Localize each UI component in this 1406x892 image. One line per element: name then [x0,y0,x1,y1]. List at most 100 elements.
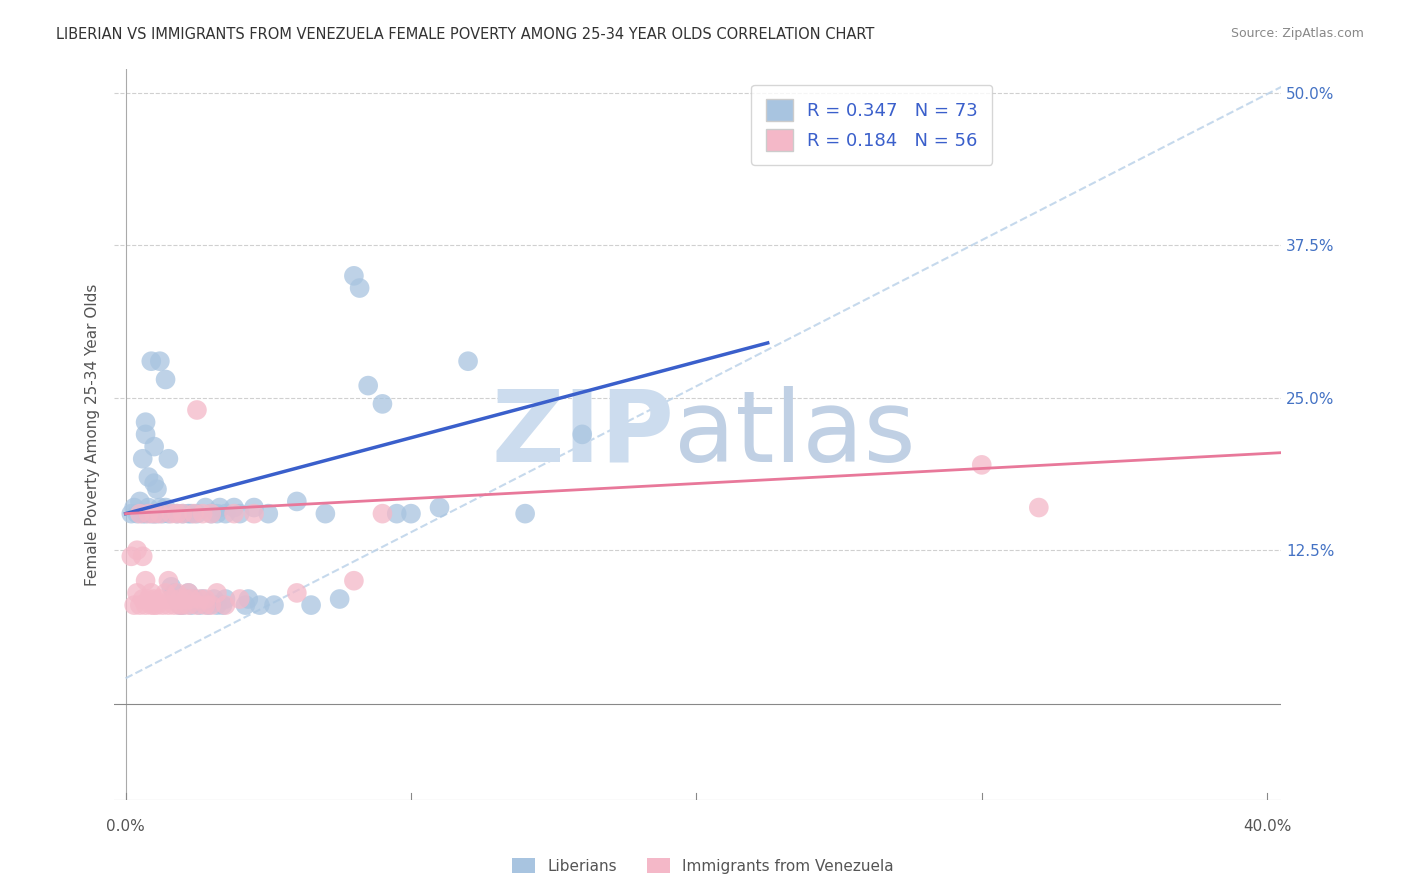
Point [211,598,233,612]
Point [200,598,222,612]
Legend: R = 0.347   N = 73, R = 0.184   N = 56: R = 0.347 N = 73, R = 0.184 N = 56 [751,85,993,165]
Text: Source: ZipAtlas.com: Source: ZipAtlas.com [1230,27,1364,40]
Point [180,598,202,612]
Point [135,507,157,521]
Point [174,592,197,607]
Point [243,507,266,521]
Point [194,500,217,515]
Point [143,507,166,521]
Point [202,592,225,607]
Point [285,586,308,600]
Point [172,507,194,521]
Point [128,507,150,521]
Point [146,507,169,521]
Point [177,507,200,521]
Point [214,507,236,521]
Point [125,507,148,521]
Point [155,372,177,386]
Legend: Liberians, Immigrants from Venezuela: Liberians, Immigrants from Venezuela [506,852,900,880]
Point [399,507,422,521]
Point [157,598,180,612]
Point [343,268,366,283]
Text: ZIP: ZIP [492,386,675,483]
Point [135,415,157,429]
Text: 40.0%: 40.0% [1243,819,1291,833]
Point [285,494,308,508]
Point [197,598,219,612]
Point [138,500,160,515]
Point [138,470,160,484]
Point [120,507,142,521]
Point [513,507,536,521]
Point [243,500,266,515]
Point [194,598,217,612]
Point [188,598,211,612]
Text: LIBERIAN VS IMMIGRANTS FROM VENEZUELA FEMALE POVERTY AMONG 25-34 YEAR OLDS CORRE: LIBERIAN VS IMMIGRANTS FROM VENEZUELA FE… [56,27,875,42]
Point [169,598,191,612]
Point [132,451,155,466]
Point [135,598,157,612]
Point [257,507,280,521]
Point [135,427,157,442]
Point [141,354,163,368]
Point [238,592,260,607]
Point [160,592,183,607]
Point [157,507,180,521]
Text: 0.0%: 0.0% [107,819,145,833]
Point [166,586,188,600]
Point [149,354,172,368]
Point [141,586,163,600]
Point [371,507,394,521]
Point [571,427,593,442]
Point [132,592,155,607]
Point [149,500,172,515]
Point [169,598,191,612]
Point [188,592,211,607]
Point [143,598,166,612]
Point [155,500,177,515]
Point [149,507,172,521]
Point [143,592,166,607]
Point [155,586,177,600]
Point [160,507,183,521]
Point [157,574,180,588]
Point [141,507,163,521]
Point [122,598,145,612]
Point [205,586,228,600]
Point [169,592,191,607]
Point [146,482,169,496]
Point [186,598,208,612]
Point [143,440,166,454]
Point [191,592,214,607]
Point [183,507,205,521]
Point [172,598,194,612]
Point [120,549,142,564]
Y-axis label: Female Poverty Among 25-34 Year Olds: Female Poverty Among 25-34 Year Olds [86,283,100,585]
Point [141,598,163,612]
Point [128,598,150,612]
Point [1028,500,1050,515]
Point [160,580,183,594]
Point [177,586,200,600]
Point [152,507,174,521]
Point [249,598,271,612]
Point [166,592,188,607]
Point [122,500,145,515]
Point [186,403,208,417]
Point [163,586,186,600]
Point [191,507,214,521]
Point [125,586,148,600]
Point [183,592,205,607]
Text: atlas: atlas [675,386,917,483]
Point [172,598,194,612]
Point [214,592,236,607]
Point [229,592,252,607]
Point [457,354,479,368]
Point [329,592,352,607]
Point [194,592,217,607]
Point [180,592,202,607]
Point [263,598,285,612]
Point [143,476,166,491]
Point [214,598,236,612]
Point [166,507,188,521]
